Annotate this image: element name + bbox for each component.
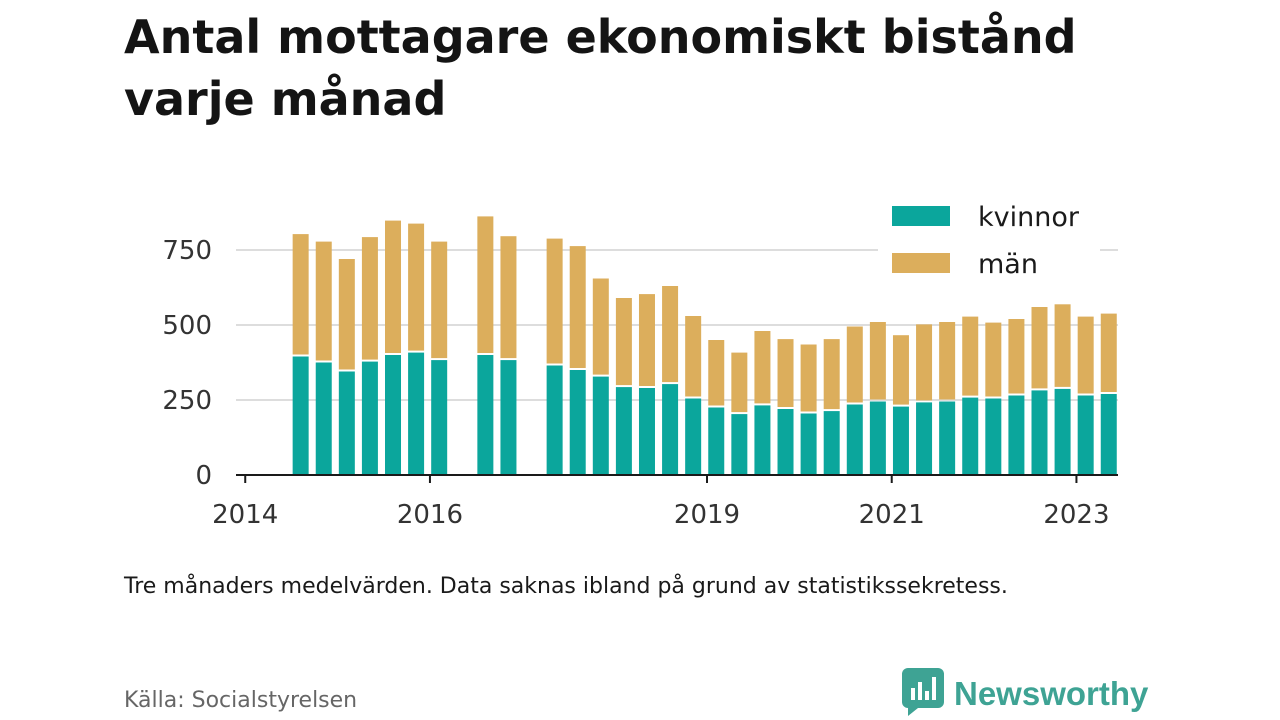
- bar-man: [939, 322, 956, 400]
- bar-kvinnor: [823, 411, 840, 475]
- bar-man: [546, 238, 563, 364]
- bar-chart-logo-icon: [902, 668, 944, 720]
- legend-swatch: [892, 206, 950, 226]
- y-tick-label: 750: [162, 236, 212, 266]
- legend-label: män: [978, 249, 1038, 280]
- bar-man: [500, 236, 517, 359]
- bar-kvinnor: [1031, 390, 1048, 475]
- bar-kvinnor: [892, 406, 909, 475]
- bar-kvinnor: [708, 407, 725, 475]
- bar-kvinnor: [431, 360, 448, 475]
- bar-kvinnor: [985, 398, 1002, 475]
- bar-man: [846, 326, 863, 403]
- legend-label: kvinnor: [978, 202, 1080, 233]
- bar-kvinnor: [638, 388, 655, 475]
- y-axis-ticks: 0 250 500 750: [162, 236, 212, 491]
- bar-man: [615, 298, 632, 386]
- brand-name: Newsworthy: [954, 675, 1149, 712]
- bar-kvinnor: [800, 413, 817, 475]
- bar-man: [1100, 313, 1117, 392]
- bar-man: [662, 286, 679, 383]
- bar-kvinnor: [477, 355, 494, 475]
- bar-man: [569, 246, 586, 368]
- bar-man: [592, 278, 609, 375]
- bar-kvinnor: [731, 414, 748, 475]
- x-axis-ticks: 2014 2016 2019 2021 2023: [212, 475, 1110, 530]
- bar-man: [477, 216, 494, 353]
- bar-kvinnor: [1077, 395, 1094, 475]
- x-tick-label: 2021: [859, 500, 925, 530]
- bar-man: [338, 259, 355, 370]
- y-tick-label: 0: [195, 461, 212, 491]
- legend: kvinnor män: [878, 196, 1100, 288]
- bar-man: [1077, 316, 1094, 394]
- brand-logo[interactable]: Newsworthy: [902, 668, 1148, 720]
- bar-man: [292, 234, 309, 355]
- bar-kvinnor: [546, 365, 563, 475]
- source-credit: Källa: Socialstyrelsen: [124, 688, 358, 713]
- bar-kvinnor: [869, 401, 886, 475]
- bar-kvinnor: [962, 397, 979, 475]
- bar-man: [1054, 304, 1071, 387]
- bar-kvinnor: [315, 362, 332, 475]
- bar-man: [777, 339, 794, 407]
- bar-man: [800, 344, 817, 412]
- bar-kvinnor: [754, 405, 771, 475]
- bar-man: [962, 316, 979, 396]
- bar-kvinnor: [361, 361, 378, 475]
- bar-kvinnor: [777, 409, 794, 475]
- bar-kvinnor: [592, 376, 609, 475]
- bar-man: [361, 237, 378, 360]
- bar-man: [892, 335, 909, 405]
- bar-man: [731, 352, 748, 413]
- bar-man: [685, 316, 702, 397]
- legend-swatch: [892, 253, 950, 273]
- bar-man: [754, 331, 771, 404]
- bar-man: [408, 223, 425, 351]
- bar-series: [292, 216, 1117, 475]
- bar-kvinnor: [338, 371, 355, 475]
- chart-title: Antal mottagare ekonomiskt bistånd varje…: [124, 10, 1077, 126]
- bar-man: [1031, 307, 1048, 389]
- bar-man: [1008, 319, 1025, 394]
- bar-man: [638, 294, 655, 386]
- bar-kvinnor: [1100, 394, 1117, 475]
- bar-kvinnor: [1054, 388, 1071, 475]
- bar-kvinnor: [292, 356, 309, 475]
- y-tick-label: 250: [162, 386, 212, 416]
- bar-kvinnor: [569, 370, 586, 475]
- bar-kvinnor: [500, 360, 517, 475]
- bar-man: [916, 324, 933, 401]
- bar-kvinnor: [385, 355, 402, 475]
- bar-man: [431, 241, 448, 359]
- bar-kvinnor: [408, 352, 425, 475]
- bar-man: [708, 340, 725, 406]
- bar-kvinnor: [846, 404, 863, 475]
- bar-man: [385, 220, 402, 353]
- bar-man: [823, 339, 840, 410]
- bar-kvinnor: [916, 402, 933, 475]
- x-tick-label: 2023: [1043, 500, 1109, 530]
- bar-kvinnor: [1008, 395, 1025, 475]
- bar-kvinnor: [615, 387, 632, 475]
- x-tick-label: 2014: [212, 500, 278, 530]
- bar-kvinnor: [685, 398, 702, 475]
- bar-man: [869, 322, 886, 400]
- bar-kvinnor: [939, 401, 956, 475]
- bar-man: [315, 241, 332, 361]
- bar-man: [985, 322, 1002, 397]
- x-tick-label: 2016: [397, 500, 463, 530]
- x-tick-label: 2019: [674, 500, 740, 530]
- y-tick-label: 500: [162, 311, 212, 341]
- bar-kvinnor: [662, 384, 679, 475]
- chart-note: Tre månaders medelvärden. Data saknas ib…: [124, 574, 1008, 599]
